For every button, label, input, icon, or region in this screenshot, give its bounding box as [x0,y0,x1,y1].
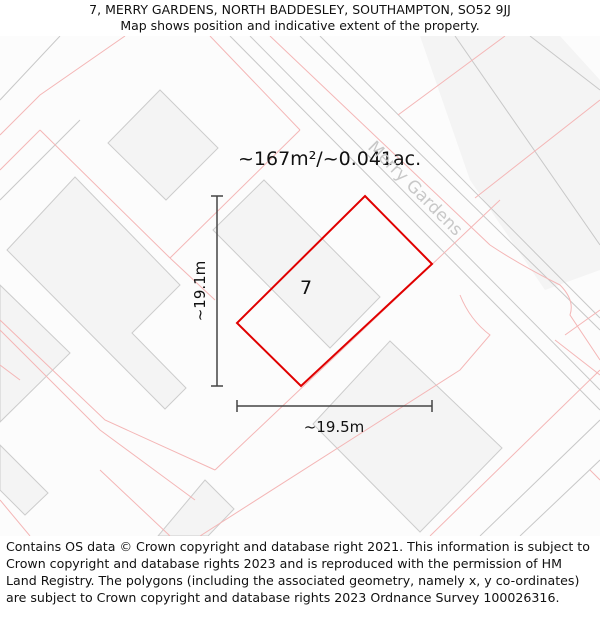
building [157,479,235,536]
dimension-vertical-line [211,195,223,387]
building [6,176,187,410]
plot-number-label: 7 [300,277,312,299]
background-areas [420,36,600,290]
building [0,444,49,516]
road-edges [0,36,600,536]
dimension-horizontal-line [236,400,433,412]
parcel-boundaries [0,36,600,536]
dimension-vertical-label: ~19.1m [191,261,209,322]
map-subtitle: Map shows position and indicative extent… [120,18,480,33]
area-label: ~167m²/~0.041ac. [238,148,421,170]
building [107,89,219,201]
building [312,340,503,533]
property-address: 7, MERRY GARDENS, NORTH BADDESLEY, SOUTH… [89,2,511,17]
buildings [0,89,503,536]
map-header: 7, MERRY GARDENS, NORTH BADDESLEY, SOUTH… [0,0,600,36]
copyright-notice: Contains OS data © Crown copyright and d… [6,539,590,606]
property-map[interactable]: ~167m²/~0.041ac. 7 Merry Gardens ~19.1m … [0,36,600,536]
dimension-horizontal-label: ~19.5m [304,418,365,436]
property-outline[interactable] [235,194,434,388]
